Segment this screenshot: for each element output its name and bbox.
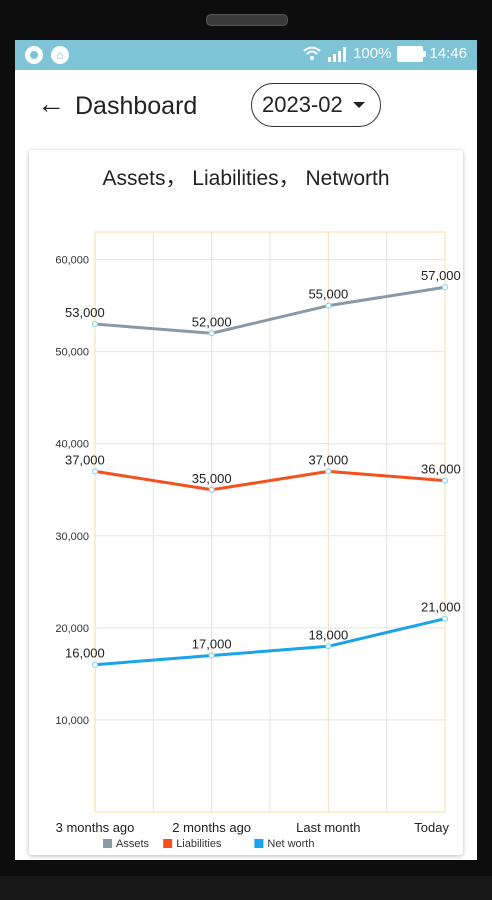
series-line-liabilities	[94, 469, 446, 492]
data-point	[441, 477, 449, 484]
bottom-bezel	[0, 876, 492, 900]
battery-percent: 100%	[353, 45, 392, 62]
data-point	[91, 661, 99, 668]
wifi-icon	[303, 46, 321, 60]
data-label: 16,000	[65, 646, 105, 661]
data-point	[325, 468, 332, 475]
x-tick-label: Today	[414, 820, 449, 835]
data-point	[91, 468, 99, 475]
data-point	[91, 320, 99, 328]
y-tick-label: 60,000	[55, 255, 89, 267]
data-label: 53,000	[65, 305, 105, 320]
y-tick-label: 30,000	[55, 531, 89, 543]
period-select-value: 2023-02	[262, 92, 343, 117]
legend-label: Net worth	[267, 838, 314, 850]
x-tick-label: 3 months ago	[56, 820, 135, 835]
data-label: 52,000	[192, 314, 232, 329]
data-point	[208, 486, 215, 493]
y-tick-label: 50,000	[55, 347, 89, 359]
chart-title: Assets， Liabilities， Networth	[102, 167, 390, 190]
data-point	[441, 615, 449, 622]
legend-swatch	[163, 839, 173, 848]
data-label: 18,000	[308, 627, 348, 642]
screen: ⌂ 100% 14:46 ← Das	[15, 40, 477, 860]
legend-label: Liabilities	[176, 838, 222, 850]
data-label: 35,000	[192, 471, 232, 486]
y-tick-label: 10,000	[55, 715, 89, 727]
line-chart: 10,000 20,000 30,000 40,000 50,000 60,000 3 mo…	[55, 231, 461, 850]
battery-icon	[397, 45, 427, 62]
data-label: 36,000	[421, 462, 461, 477]
x-tick-label: Last month	[296, 820, 360, 835]
data-point	[441, 284, 449, 291]
clock: 14:46	[429, 45, 467, 62]
legend-swatch	[254, 839, 264, 848]
legend-label: Assets	[116, 838, 150, 850]
data-label: 17,000	[192, 636, 232, 651]
x-tick-label: 2 months ago	[172, 820, 251, 835]
data-label: 57,000	[421, 268, 461, 283]
y-tick-label: 40,000	[55, 439, 89, 451]
data-label: 37,000	[308, 452, 348, 467]
page-title: Dashboard	[75, 92, 198, 120]
record-icon	[25, 46, 43, 64]
caret-down-icon	[352, 102, 365, 108]
data-label: 21,000	[421, 600, 461, 615]
legend-swatch	[103, 839, 112, 848]
period-select[interactable]: 2023-02	[251, 83, 381, 127]
y-tick-label: 20,000	[55, 623, 89, 635]
data-label: 55,000	[308, 287, 348, 302]
signal-icon	[328, 46, 347, 62]
data-point	[208, 652, 215, 659]
app-bar: ← Dashboard 2023-02	[15, 70, 477, 150]
data-point	[325, 302, 332, 309]
data-label: 37,000	[65, 452, 105, 467]
plot-area-border	[94, 231, 446, 813]
data-point	[208, 330, 215, 337]
series-line-net-worth	[94, 617, 446, 667]
speaker-grille	[206, 14, 288, 26]
arrow-left-icon[interactable]: ←	[37, 88, 65, 119]
data-point	[325, 643, 332, 650]
app-icon: ⌂	[51, 46, 69, 64]
chart-card: Assets， Liabilities， Networth 10,000 20,0…	[29, 150, 463, 855]
series-line-assets	[94, 285, 446, 335]
status-bar: ⌂ 100% 14:46	[15, 40, 477, 70]
